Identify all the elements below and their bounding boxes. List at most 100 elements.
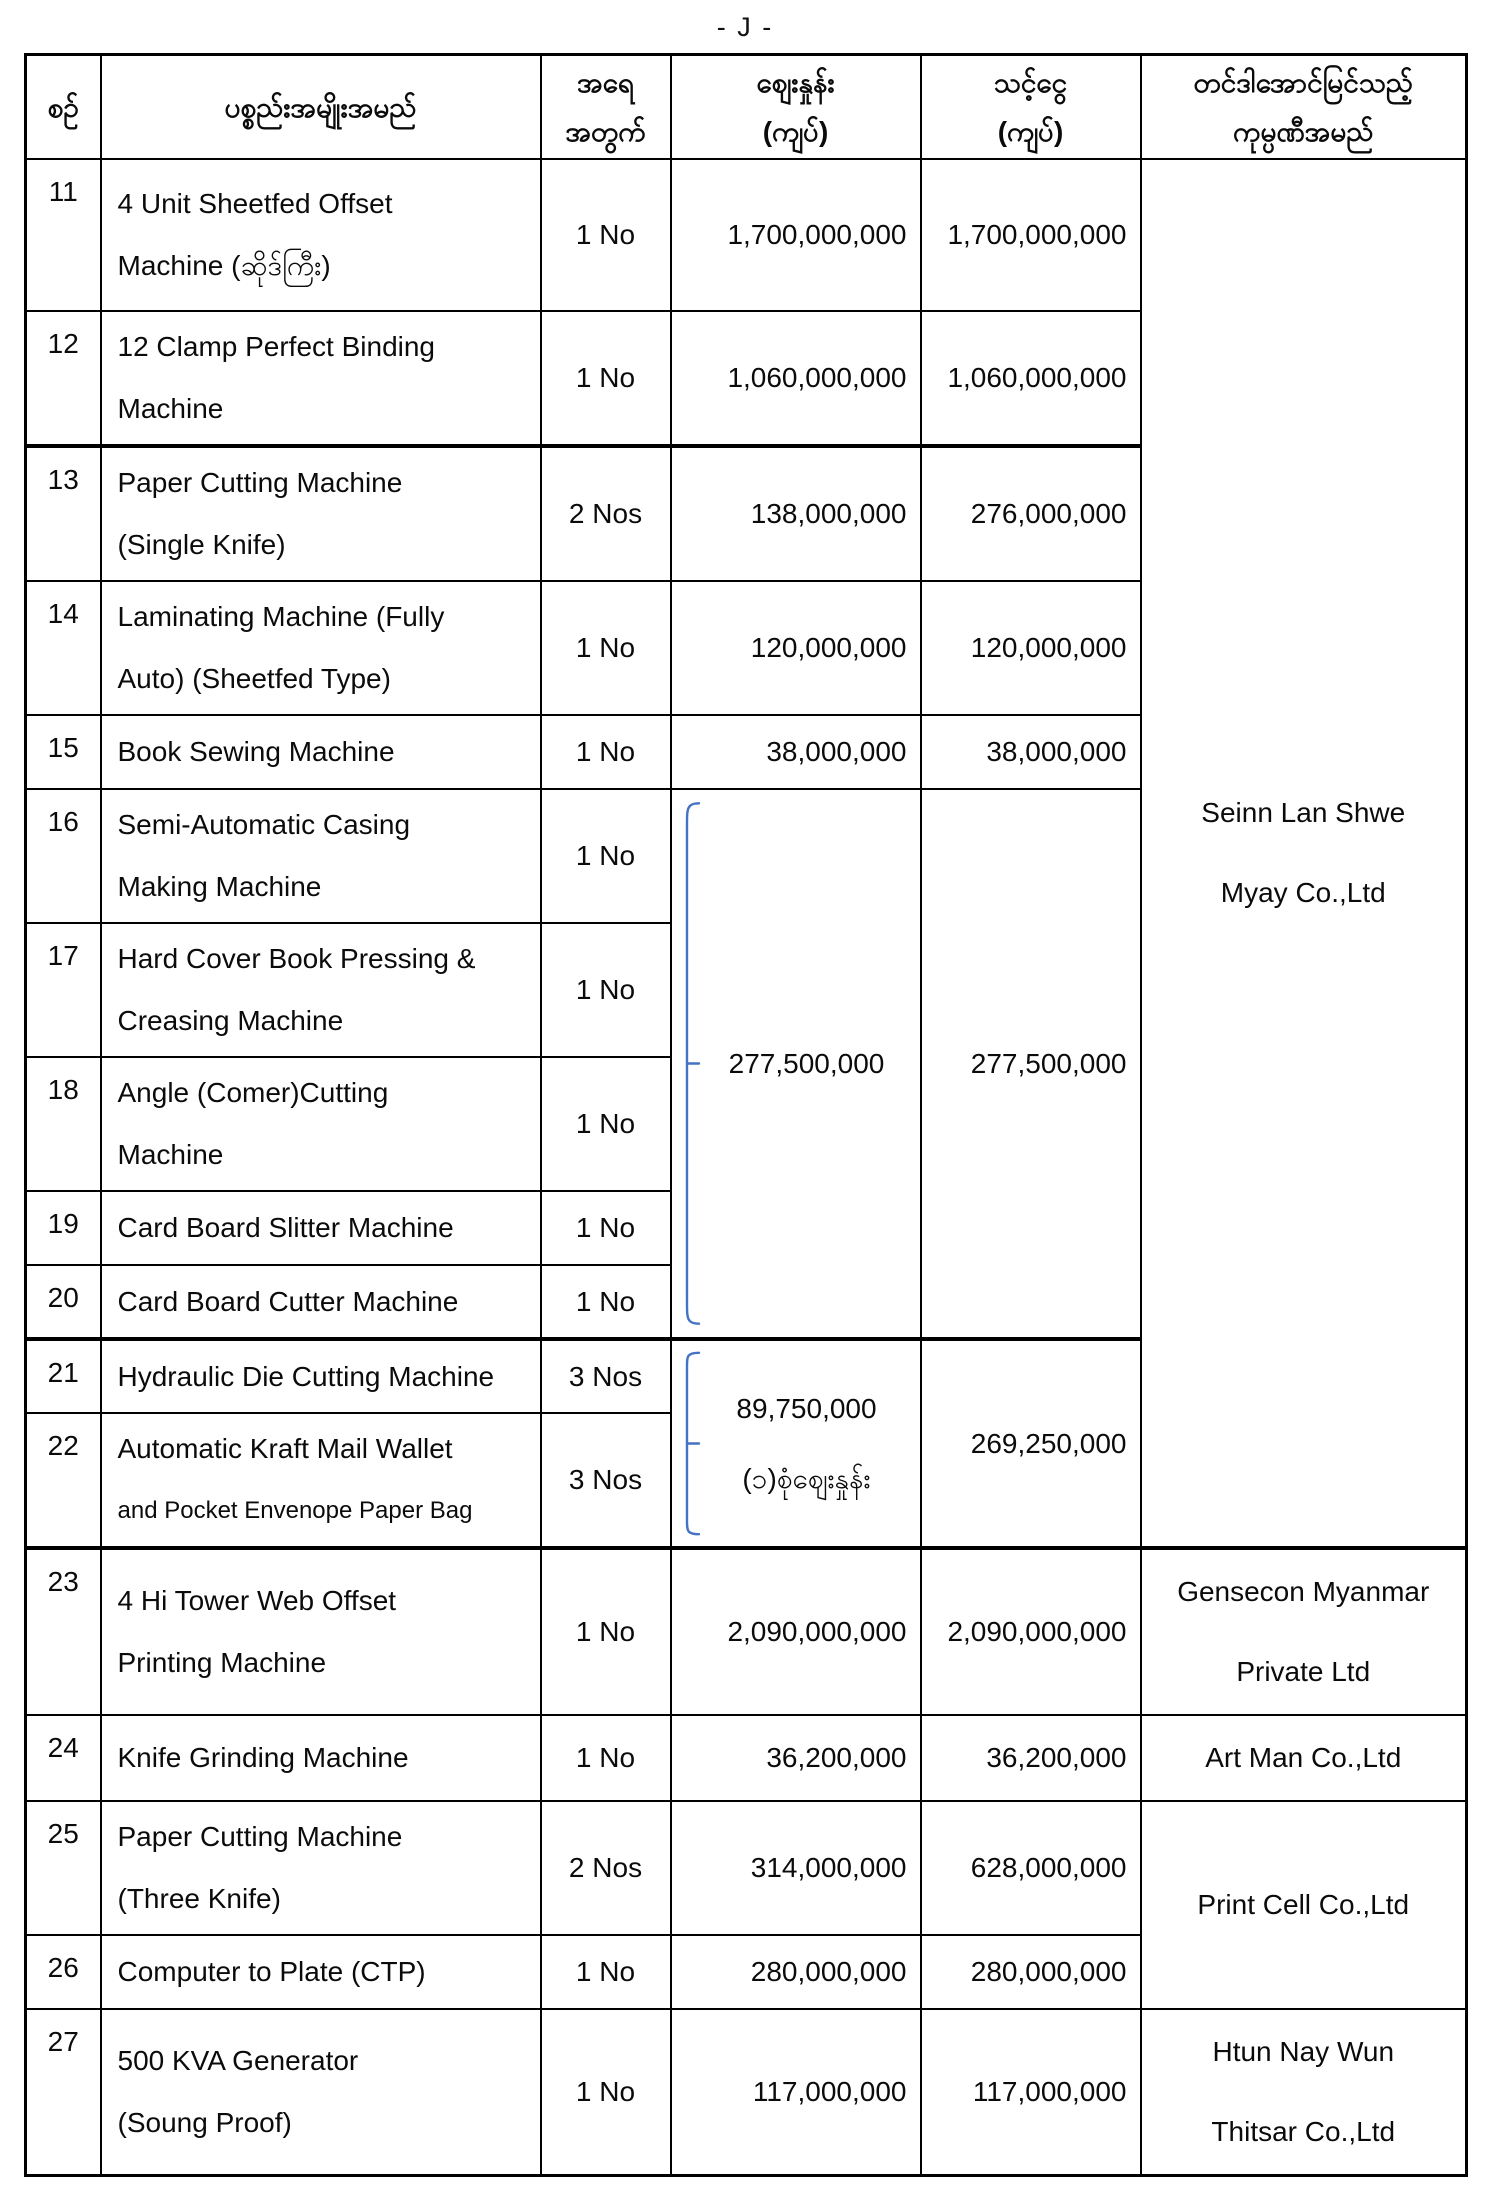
- group-bracket-16-20-icon: [677, 798, 701, 1329]
- company-seinn-line1: Seinn Lan Shwe: [1201, 797, 1406, 828]
- group-bracket-21-22-icon: [677, 1349, 701, 1538]
- row-13-price: 138,000,000: [669, 444, 922, 582]
- header-amount: သင့်ငွေ (ကျပ်): [919, 53, 1142, 160]
- row-27-serial: 27: [24, 2008, 102, 2177]
- company-cell-row-23: Gensecon Myanmar Private Ltd: [1139, 1546, 1468, 1716]
- row-17-item: Hard Cover Book Pressing & Creasing Mach…: [99, 922, 542, 1058]
- row-21-qty: 3 Nos: [539, 1337, 672, 1414]
- row-13-item-line2: (Single Knife): [117, 529, 286, 560]
- row-13-serial: 13: [24, 444, 102, 582]
- row-26-amount: 280,000,000: [919, 1934, 1142, 2010]
- group-price-21-22-note: (၁)စုံဈေးနှုန်း: [742, 1462, 871, 1494]
- row-26-item: Computer to Plate (CTP): [99, 1934, 542, 2010]
- company-htun-line2: Thitsar Co.,Ltd: [1211, 2116, 1396, 2147]
- row-12-amount: 1,060,000,000: [919, 310, 1142, 447]
- row-15-item: Book Sewing Machine: [99, 714, 542, 790]
- row-20-serial: 20: [24, 1264, 102, 1340]
- row-26-qty: 1 No: [539, 1934, 672, 2010]
- row-12-price: 1,060,000,000: [669, 310, 922, 447]
- header-item-name: ပစ္စည်းအမျိုးအမည်: [99, 53, 542, 160]
- row-26-serial: 26: [24, 1934, 102, 2010]
- table-row-20: 20 Card Board Cutter Machine 1 No: [24, 1264, 1467, 1340]
- row-11-item-line2: Machine (ဆိုဒ်ကြီး): [117, 250, 331, 281]
- row-23-item: 4 Hi Tower Web Offset Printing Machine: [99, 1546, 542, 1716]
- row-22-item-line2: and Pocket Envenope Paper Bag: [117, 1497, 473, 1524]
- row-24-price: 36,200,000: [669, 1714, 922, 1802]
- row-23-item-line1: 4 Hi Tower Web Offset: [117, 1585, 397, 1616]
- row-22-item-line1: Automatic Kraft Mail Wallet: [117, 1433, 453, 1464]
- row-12-item-line2: Machine: [117, 393, 224, 424]
- row-11-price: 1,700,000,000: [669, 158, 922, 312]
- row-20-item-line1: Card Board Cutter Machine: [117, 1285, 459, 1317]
- row-27-qty: 1 No: [539, 2008, 672, 2177]
- row-16-item: Semi-Automatic Casing Making Machine: [99, 788, 542, 924]
- header-winning-company-line1: တင်ဒါအောင်မြင်သည့်: [1193, 67, 1413, 98]
- group-price-rows-16-20: 277,500,000: [669, 788, 922, 1340]
- row-14-serial: 14: [24, 580, 102, 716]
- row-27-item: 500 KVA Generator (Soung Proof): [99, 2008, 542, 2177]
- table-row-27: 27 500 KVA Generator (Soung Proof) 1 No …: [24, 2008, 1468, 2177]
- company-htun-line1: Htun Nay Wun: [1212, 2036, 1395, 2067]
- row-23-qty: 1 No: [539, 1546, 672, 1716]
- header-unit-price-line1: ဈေးနှုန်း: [756, 67, 835, 98]
- tender-results-table: စဉ် ပစ္စည်းအမျိုးအမည် အရေ အတွက် ဈေးနှုန်…: [24, 53, 1468, 2177]
- table-row-17: 17 Hard Cover Book Pressing & Creasing M…: [24, 922, 1467, 1058]
- group-price-rows-21-22: 89,750,000 (၁)စုံဈေးနှုန်း: [669, 1337, 922, 1549]
- row-24-serial: 24: [24, 1714, 102, 1802]
- row-23-amount: 2,090,000,000: [919, 1546, 1142, 1716]
- group-price-21-22-value: 89,750,000: [736, 1392, 877, 1424]
- row-15-price: 38,000,000: [669, 714, 922, 790]
- company-gensecon-line1: Gensecon Myanmar: [1177, 1576, 1430, 1607]
- row-14-item: Laminating Machine (Fully Auto) (Sheetfe…: [99, 580, 542, 716]
- header-amount-line1: သင့်ငွေ: [993, 67, 1068, 98]
- row-14-item-line1: Laminating Machine (Fully: [117, 601, 445, 632]
- table-row-13: 13 Paper Cutting Machine (Single Knife) …: [24, 444, 1467, 582]
- row-26-price: 280,000,000: [669, 1934, 922, 2010]
- row-25-item-line1: Paper Cutting Machine: [117, 1821, 403, 1852]
- row-25-item-line2: (Three Knife): [117, 1883, 281, 1914]
- row-18-item-line2: Machine: [117, 1139, 224, 1170]
- row-11-item: 4 Unit Sheetfed Offset Machine (ဆိုဒ်ကြီ…: [99, 158, 542, 312]
- row-11-amount: 1,700,000,000: [919, 158, 1142, 312]
- row-24-item-line1: Knife Grinding Machine: [117, 1742, 409, 1773]
- row-13-item-line1: Paper Cutting Machine: [117, 467, 403, 498]
- row-14-price: 120,000,000: [669, 580, 922, 716]
- header-quantity-line1: အရေ: [577, 67, 634, 98]
- row-18-serial: 18: [24, 1056, 102, 1192]
- row-24-qty: 1 No: [539, 1714, 672, 1802]
- row-27-item-line2: (Soung Proof): [117, 2107, 292, 2138]
- group-amount-rows-16-20: 277,500,000: [919, 788, 1142, 1340]
- table-row-16: 16 Semi-Automatic Casing Making Machine …: [24, 788, 1467, 1340]
- row-23-price: 2,090,000,000: [669, 1546, 922, 1716]
- row-11-qty: 1 No: [539, 158, 672, 312]
- header-serial: စဉ်: [24, 53, 102, 160]
- row-24-amount: 36,200,000: [919, 1714, 1142, 1802]
- header-amount-line2: (ကျပ်): [997, 116, 1064, 147]
- group-amount-rows-21-22: 269,250,000: [919, 1337, 1142, 1549]
- row-21-item-line1: Hydraulic Die Cutting Machine: [117, 1360, 495, 1392]
- row-25-item: Paper Cutting Machine (Three Knife): [99, 1800, 542, 1936]
- table-row-24: 24 Knife Grinding Machine 1 No 36,200,00…: [24, 1714, 1468, 1802]
- row-25-serial: 25: [24, 1800, 102, 1936]
- company-cell-row-27: Htun Nay Wun Thitsar Co.,Ltd: [1139, 2008, 1468, 2177]
- row-16-serial: 16: [24, 788, 102, 924]
- row-20-item: Card Board Cutter Machine: [99, 1264, 542, 1340]
- row-14-item-line2: Auto) (Sheetfed Type): [117, 663, 391, 694]
- row-22-qty: 3 Nos: [539, 1412, 672, 1549]
- row-17-serial: 17: [24, 922, 102, 1058]
- row-13-amount: 276,000,000: [919, 444, 1142, 582]
- row-22-serial: 22: [24, 1412, 102, 1549]
- header-quantity-line2: အတွက်: [565, 116, 646, 147]
- row-21-serial: 21: [24, 1337, 102, 1414]
- row-15-serial: 15: [24, 714, 102, 790]
- row-14-qty: 1 No: [539, 580, 672, 716]
- company-cell-rows-25-26: Print Cell Co.,Ltd: [1139, 1800, 1468, 2010]
- header-unit-price-line2: (ကျပ်): [762, 116, 829, 147]
- row-27-item-line1: 500 KVA Generator: [117, 2045, 359, 2076]
- company-cell-row-24: Art Man Co.,Ltd: [1139, 1714, 1468, 1802]
- row-24-item: Knife Grinding Machine: [99, 1714, 542, 1802]
- row-27-price: 117,000,000: [669, 2008, 922, 2177]
- header-winning-company-line2: ကုမ္ပဏီအမည်: [1233, 116, 1374, 147]
- row-27-amount: 117,000,000: [919, 2008, 1142, 2177]
